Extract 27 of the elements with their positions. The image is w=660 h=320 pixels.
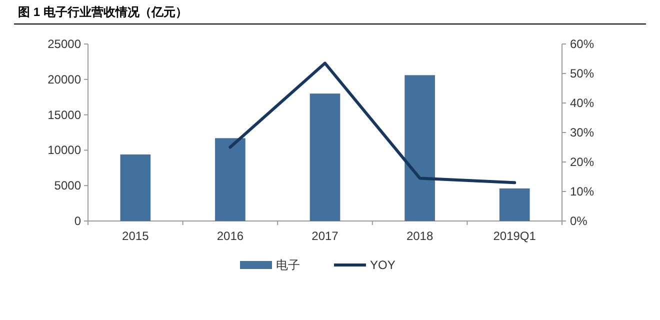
x-tick-label: 2015 [122, 229, 150, 243]
y2-tick-label: 50% [570, 66, 594, 80]
y2-tick-label: 10% [570, 184, 594, 198]
line-series [228, 62, 516, 184]
y2-tick-label: 0% [570, 214, 588, 228]
x-tick-label: 2017 [312, 229, 339, 243]
bar [120, 154, 151, 221]
legend-label: YOY [370, 258, 396, 272]
y-tick-label: 15000 [48, 108, 82, 122]
y2-tick-label: 30% [570, 126, 594, 140]
bar [499, 188, 530, 221]
x-tick-label: 2019Q1 [493, 229, 536, 243]
y-tick-label: 5000 [54, 178, 82, 193]
y-tick-label: 25000 [48, 37, 82, 51]
x-tick-label: 2018 [406, 229, 434, 243]
legend-label: 电子 [276, 258, 300, 272]
y-tick-label: 0 [74, 214, 82, 228]
chart-title: 图 1 电子行业营收情况（亿元） [18, 5, 188, 19]
bar [310, 94, 340, 221]
y2-tick-label: 40% [570, 96, 594, 110]
bar [404, 75, 435, 221]
bar [215, 138, 246, 221]
y-tick-label: 10000 [48, 143, 82, 158]
x-tick-label: 2016 [216, 229, 244, 243]
y2-tick-label: 60% [570, 37, 594, 51]
y2-tick-label: 20% [570, 155, 594, 169]
y-tick-label: 20000 [48, 72, 82, 86]
